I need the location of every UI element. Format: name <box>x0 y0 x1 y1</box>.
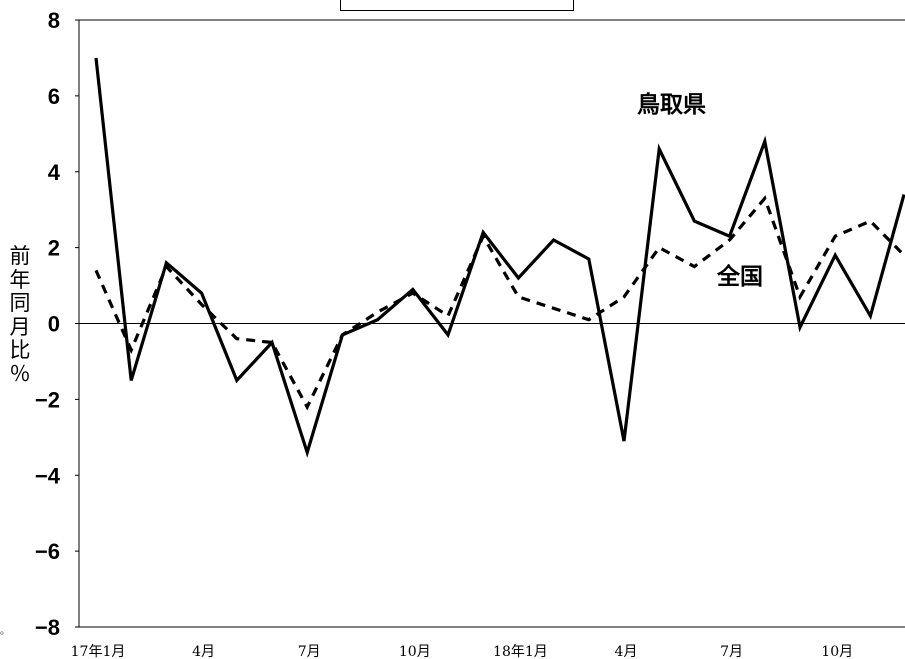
annotation-tottori: 鳥取県 <box>637 91 706 118</box>
y-tick-label: 8 <box>48 8 60 33</box>
y-tick-label: 6 <box>48 84 60 109</box>
top-frame-box <box>340 0 574 11</box>
x-tick-label: 17年1月 <box>71 644 126 659</box>
y-tick-labels: −8 −6 −4 −2 0 2 4 6 8 <box>35 8 79 640</box>
y-axis-label-char: 同 <box>9 291 31 315</box>
y-tick-label: 4 <box>48 160 61 185</box>
x-tick-labels: 17年1月 4月 7月 10月 18年1月 4月 7月 10月 <box>71 644 853 659</box>
series-line-tottori <box>94 57 905 458</box>
stray-mark: 。 <box>0 626 10 637</box>
x-tick-label: 18年1月 <box>493 644 548 659</box>
y-tick-label: −8 <box>35 615 60 640</box>
y-axis-label-char: ％ <box>9 361 31 386</box>
x-tick-label: 4月 <box>192 644 215 659</box>
y-tick-label: −4 <box>35 463 61 488</box>
y-axis-label-char: 比 <box>9 338 31 362</box>
series-lines <box>94 57 905 458</box>
y-axis-label-char: 年 <box>9 267 31 292</box>
y-axis-label-char: 前 <box>9 244 31 268</box>
x-tick-label: 7月 <box>720 644 743 659</box>
y-tick-label: −2 <box>35 387 60 412</box>
y-axis-label-char: 月 <box>9 314 31 339</box>
x-tick-label: 4月 <box>615 644 638 659</box>
x-tick-label: 10月 <box>821 644 853 659</box>
x-tick-label: 7月 <box>298 644 321 659</box>
x-tick-label: 10月 <box>399 644 431 659</box>
y-tick-label: 0 <box>48 312 60 337</box>
annotation-national: 全国 <box>716 263 763 290</box>
y-tick-label: 2 <box>48 236 60 261</box>
y-tick-label: −6 <box>35 539 60 564</box>
